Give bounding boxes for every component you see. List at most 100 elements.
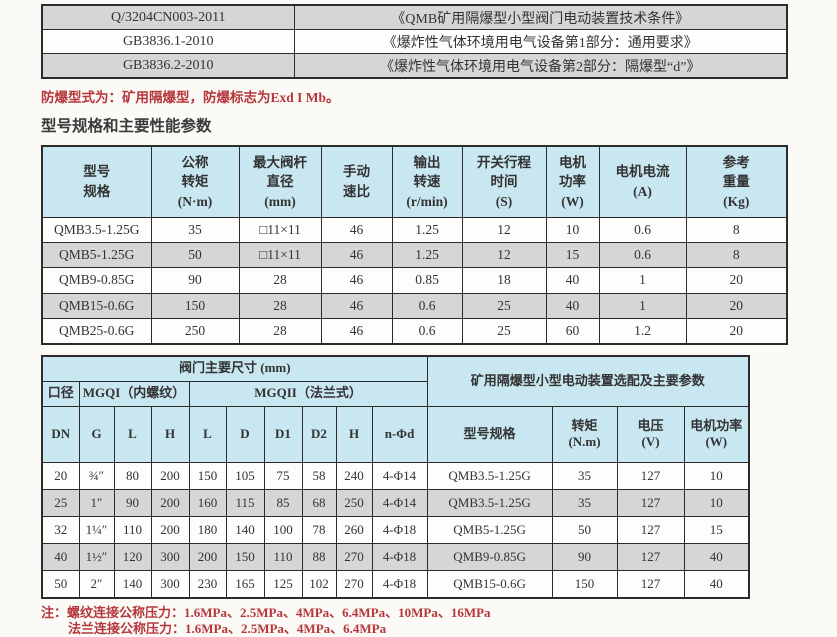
cell: 165 — [225, 569, 265, 599]
cell: QMB3.5-1.25G — [426, 461, 553, 490]
cell: 80 — [113, 461, 152, 490]
table-row: QMB25-0.6G 250 28 46 0.6 25 60 1.2 20 — [41, 317, 788, 345]
col-header-bolt-holes: n-Φd — [371, 405, 428, 463]
table-row: QMB9-0.85G 90 28 46 0.85 18 40 1 20 — [41, 267, 788, 294]
cell: 20 — [685, 317, 788, 345]
cell: 20 — [685, 267, 788, 294]
cell: 140 — [113, 569, 152, 599]
cell: 240 — [335, 461, 373, 490]
cell: 46 — [320, 216, 393, 244]
cell: 140 — [225, 515, 265, 544]
cell: QMB9-0.85G — [41, 267, 152, 294]
cell: 8 — [685, 242, 788, 269]
cell: 250 — [150, 317, 240, 345]
cell: 46 — [320, 317, 393, 345]
cell: 160 — [188, 488, 227, 517]
cell: 《爆炸性气体环境用电气设备第2部分：隔爆型“d”》 — [293, 53, 788, 79]
cell: 105 — [225, 461, 265, 490]
performance-table: 型号 规格 公称 转矩 (N·m) 最大阀杆 直径 (mm) 手动 速比 输出 … — [41, 145, 788, 345]
section-heading: 型号规格和主要性能参数 — [41, 118, 212, 135]
col-header-l2: L — [188, 405, 227, 463]
col-header-h1: H — [150, 405, 190, 463]
col-header-l1: L — [113, 405, 152, 463]
bore-label: 口径 — [41, 380, 80, 407]
cell: 1½″ — [78, 542, 115, 571]
table-row: 20 ¾″ 80 200 150 105 75 58 240 4-Φ14 QMB3.5-1.25G 3… — [41, 461, 750, 490]
cell: 《爆炸性气体环境用电气设备第1部分：通用要求》 — [293, 29, 788, 54]
valve-dimensions-title: 阀门主要尺寸 (mm) — [41, 355, 428, 382]
col-header-motor-power: 电机 功率 (W) — [545, 145, 600, 218]
cell: 102 — [301, 569, 337, 599]
col-header-d1: D1 — [263, 405, 303, 463]
cell: 150 — [551, 569, 618, 599]
cell: 28 — [238, 292, 322, 319]
note-thread-pressure: 注：螺纹连接公称压力：1.6MPa、2.5MPa、4MPa、6.4MPa、10M… — [41, 604, 491, 620]
cell: 1.2 — [598, 317, 687, 345]
table-row: GB3836.1-2010 《爆炸性气体环境用电气设备第1部分：通用要求》 — [41, 29, 788, 54]
cell: 110 — [113, 515, 152, 544]
cell: 25 — [461, 317, 547, 345]
cell: 4-Φ18 — [371, 515, 428, 544]
col-header-weight: 参考 重量 (Kg) — [685, 145, 788, 218]
col-header-h2: H — [335, 405, 373, 463]
mgqi-group-label: MGQI（内螺纹） — [78, 380, 190, 407]
cell: 200 — [150, 461, 190, 490]
cell: 12 — [461, 216, 547, 244]
table-row: QMB5-1.25G 50 □11×11 46 1.25 12 15 0.6 8 — [41, 242, 788, 269]
cell: 90 — [551, 542, 618, 571]
cell: 0.85 — [391, 267, 463, 294]
cell: 0.6 — [391, 317, 463, 345]
cell: 120 — [113, 542, 152, 571]
col-header-voltage: 电压 (V) — [616, 405, 685, 463]
cell: 88 — [301, 542, 337, 571]
cell: 1.25 — [391, 242, 463, 269]
table-row: QMB15-0.6G 150 28 46 0.6 25 40 1 20 — [41, 292, 788, 319]
cell: GB3836.2-2010 — [41, 53, 295, 79]
cell: QMB15-0.6G — [41, 292, 152, 319]
pressure-notes: 注：螺纹连接公称压力：1.6MPa、2.5MPa、4MPa、6.4MPa、10M… — [41, 605, 837, 637]
table-row: 32 1¼″ 110 200 180 140 100 78 260 4-Φ18 QMB5-1.25G… — [41, 515, 750, 544]
note-flange-pressure: 法兰连接公称压力：1.6MPa、2.5MPa、4MPa、6.4MPa — [68, 620, 387, 636]
cell: 90 — [150, 267, 240, 294]
selection-title: 矿用隔爆型小型电动装置选配及主要参数 — [426, 355, 750, 407]
cell: 115 — [225, 488, 265, 517]
cell: QMB9-0.85G — [426, 542, 553, 571]
col-header-stem-diameter: 最大阀杆 直径 (mm) — [238, 145, 322, 218]
cell: 2″ — [78, 569, 115, 599]
table-row: 25 1″ 90 200 160 115 85 68 250 4-Φ14 QMB3.5-1.25G 3… — [41, 488, 750, 517]
cell: 40 — [545, 292, 600, 319]
cell: 127 — [616, 569, 685, 599]
cell: QMB3.5-1.25G — [426, 488, 553, 517]
cell: 200 — [150, 515, 190, 544]
cell: 35 — [150, 216, 240, 244]
col-header-stroke-time: 开关行程 时间 (S) — [461, 145, 547, 218]
cell: 20 — [41, 461, 80, 490]
cell: 250 — [335, 488, 373, 517]
table-row: 50 2″ 140 300 230 165 125 102 270 4-Φ18 QMB15-0.6G… — [41, 569, 750, 599]
cell: 46 — [320, 267, 393, 294]
cell: 40 — [683, 569, 750, 599]
cell: 25 — [41, 488, 80, 517]
cell: 200 — [150, 488, 190, 517]
col-header-model-spec: 型号规格 — [426, 405, 553, 463]
col-header-g: G — [78, 405, 115, 463]
cell: 78 — [301, 515, 337, 544]
cell: 10 — [545, 216, 600, 244]
cell: 《QMB矿用隔爆型小型阀门电动装置技术条件》 — [293, 4, 788, 30]
cell: Q/3204CN003-2011 — [41, 4, 295, 30]
cell: 58 — [301, 461, 337, 490]
cell: 260 — [335, 515, 373, 544]
cell: 90 — [113, 488, 152, 517]
table-row: 40 1½″ 120 300 200 150 110 88 270 4-Φ18 QMB9-0.85G… — [41, 542, 750, 571]
col-header-motor-power: 电机功率 (W) — [683, 405, 750, 463]
cell: 8 — [685, 216, 788, 244]
cell: 270 — [335, 542, 373, 571]
cell: □11×11 — [238, 216, 322, 244]
cell: 50 — [41, 569, 80, 599]
cell: 127 — [616, 461, 685, 490]
cell: 0.6 — [391, 292, 463, 319]
cell: 60 — [545, 317, 600, 345]
cell: 1 — [598, 292, 687, 319]
cell: 300 — [150, 542, 190, 571]
cell: QMB5-1.25G — [41, 242, 152, 269]
